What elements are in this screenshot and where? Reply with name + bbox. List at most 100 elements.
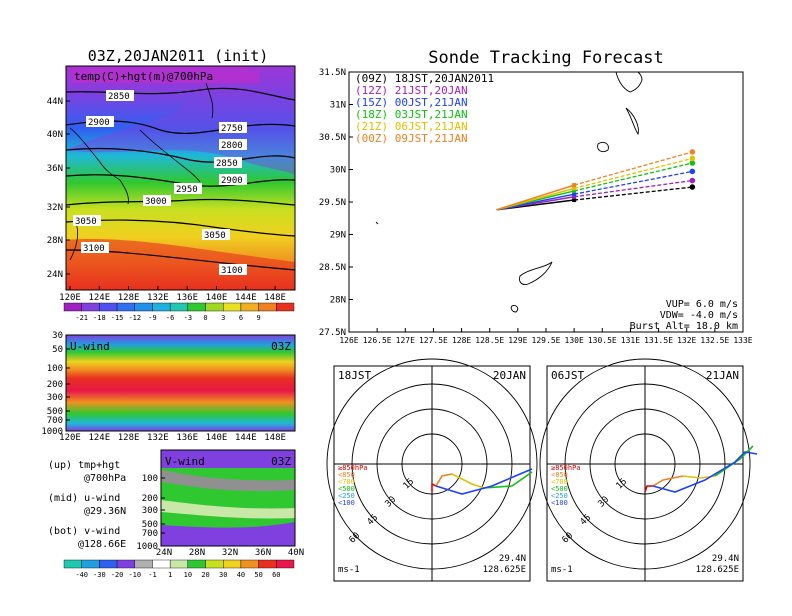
colorbar-cell [152, 302, 171, 312]
contour-label-box [106, 90, 134, 101]
v-xtick-label: 40N [288, 548, 304, 558]
lat-tick-label: 24N [47, 270, 63, 280]
track-ytick-label: 30.5N [319, 133, 346, 143]
v-ytick-label: 700 [142, 529, 158, 539]
note-up: (up) tmp+hgt [48, 460, 120, 471]
lat-tick-label: 28N [47, 236, 63, 246]
lon-tick-label: 140E [206, 293, 228, 303]
temp-map-warm-region [66, 239, 295, 290]
v-xtick-label: 28N [189, 548, 205, 558]
colorbar-cell [276, 559, 295, 569]
u-wind-time: 03Z [271, 340, 291, 353]
track-legend-item: (18Z) 03JST,21JAN [355, 108, 468, 121]
u-xtick-label: 144E [235, 433, 257, 443]
colorbar-label: -3 [184, 314, 192, 322]
contour-labels: 2850 2900 2750 2800 2850 2900 2950 3000 … [73, 90, 247, 276]
u-xtick-label: 132E [147, 433, 169, 443]
v-xtick-label: 36N [255, 548, 271, 558]
v-wind-band-light [161, 500, 295, 519]
colorbar-label: -20 [111, 571, 124, 579]
track-info: VUP= 6.0 m/s VDW= -4.0 m/s Burst Alt= 18… [630, 299, 738, 332]
hodo-legend-item: <700 [551, 478, 568, 486]
lat-tick-label: 32N [47, 203, 63, 213]
u-xtick-label: 136E [176, 433, 198, 443]
colorbar-label: 30 [219, 571, 227, 579]
track-xtick-label: 128.5E [475, 336, 504, 345]
track-burst-marker [572, 194, 577, 199]
v-wind-band-lower [161, 522, 295, 546]
colorbar-cell [63, 302, 82, 312]
colorbar-label: -18 [93, 314, 106, 322]
track-info-vup: VUP= 6.0 m/s [666, 299, 738, 310]
v-wind-x-axis: 24N 28N 32N 36N 40N [156, 548, 304, 558]
track-legend: (09Z) 18JST,20JAN2011(12Z) 21JST,20JAN(1… [355, 72, 494, 145]
colorbar-label: -1 [148, 571, 156, 579]
u-wind-frame [65, 334, 296, 432]
track-ytick-label: 28.5N [319, 263, 346, 273]
colorbar-label: 1 [168, 571, 172, 579]
u-ytick-label: 700 [47, 416, 63, 426]
colorbar-label: 40 [237, 571, 245, 579]
hodo-time: 18JST [338, 369, 371, 382]
colorbar-label: 9 [257, 314, 261, 322]
contour-label: 2750 [221, 124, 243, 134]
track-landing-point [689, 184, 696, 190]
contour-label: 3100 [221, 266, 243, 276]
v-wind-label: V-wind [165, 455, 205, 468]
track-xtick-label: 129E [508, 336, 527, 345]
track-ytick-label: 28N [330, 296, 346, 306]
v-ytick-label: 200 [142, 494, 158, 504]
u-wind-label: U-wind [70, 340, 110, 353]
colorbar-cell [99, 559, 118, 569]
hodo-trace [435, 473, 453, 487]
track-ytick-label: 27.5N [319, 328, 346, 338]
hodo-trace [714, 445, 754, 477]
colorbar-label: 50 [254, 571, 262, 579]
u-ytick-label: 100 [47, 364, 63, 374]
colorbar-label: -40 [75, 571, 88, 579]
contour-label-box [73, 215, 101, 226]
v-ytick-label: 500 [142, 520, 158, 530]
lon-tick-label: 128E [118, 293, 140, 303]
colorbar-cell [187, 559, 206, 569]
lon-tick-label: 144E [235, 293, 257, 303]
temp-map-lon-axis: 120E 124E 128E 132E 136E 140E 144E 148E [59, 286, 286, 303]
lat-tick-label: 40N [47, 130, 63, 140]
colorbar-cell [116, 559, 135, 569]
track-landing-point [689, 155, 696, 162]
v-xtick-label: 32N [222, 548, 238, 558]
track-title: Sonde Tracking Forecast [428, 48, 663, 68]
hodo-unit: ms-1 [551, 565, 573, 575]
colorbar-cell [187, 302, 206, 312]
colorbar-cell [134, 559, 153, 569]
hodo-legend-item: <850 [551, 471, 568, 479]
track-drift-segment [574, 170, 693, 195]
track-ytick-label: 31.5N [319, 68, 346, 78]
contour-label-box [214, 157, 242, 168]
hodo-legend-item: ≥850hPa [338, 464, 368, 472]
v-ytick-label: 100 [142, 474, 158, 484]
track-xtick-label: 130E [565, 336, 584, 345]
colorbar-cell [169, 302, 189, 312]
map-label: temp(C)+hgt(m)@700hPa [74, 70, 213, 83]
v-ytick-label: 1000 [136, 542, 158, 552]
contour-label: 3100 [83, 244, 105, 254]
temp-colorbar: -21 -18 -15 -12 -9 -6 -3 0 3 6 9 [63, 302, 295, 322]
contour-label-box [219, 139, 247, 150]
hodo-legend-item: <500 [551, 485, 568, 493]
colorbar-cell [116, 302, 135, 312]
colorbar-cell [223, 302, 242, 312]
v-wind-panel: V-wind 03Z [160, 449, 296, 547]
contour-label: 2850 [216, 159, 238, 169]
colorbar-cell [63, 559, 82, 569]
colorbar-label: -9 [148, 314, 156, 322]
u-ytick-label: 500 [47, 407, 63, 417]
note-up-level: @700hPa [84, 473, 126, 484]
track-drift-segment [573, 157, 693, 189]
hodo-trace [431, 482, 437, 492]
track-burst-marker [572, 186, 577, 191]
